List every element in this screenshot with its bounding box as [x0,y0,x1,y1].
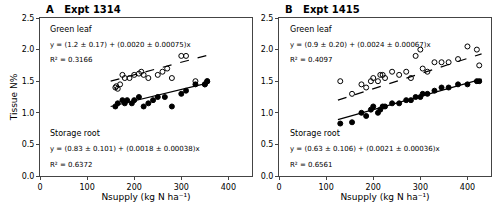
svg-text:Tissue N%: Tissue N% [9,73,19,121]
svg-text:0: 0 [276,183,281,192]
svg-text:B Expt 1415: B Expt 1415 [285,4,360,15]
svg-text:0.5: 0.5 [261,140,274,149]
svg-text:y = (0.83 ± 0.101) + (0.0018 ±: y = (0.83 ± 0.101) + (0.0018 ± 0.00038)x [50,145,200,153]
svg-text:200: 200 [127,183,142,192]
svg-text:Green leaf: Green leaf [290,25,332,34]
svg-text:2.5: 2.5 [22,14,35,23]
svg-text:1.0: 1.0 [22,109,35,118]
svg-text:0: 0 [37,183,42,192]
svg-text:300: 300 [413,183,428,192]
svg-text:100: 100 [79,183,94,192]
svg-text:0.0: 0.0 [261,172,274,181]
svg-text:Nsupply (kg N ha⁻¹): Nsupply (kg N ha⁻¹) [101,192,190,202]
svg-text:2.0: 2.0 [261,45,274,54]
svg-text:100: 100 [318,183,333,192]
svg-text:Storage root: Storage root [50,129,100,138]
svg-text:R² = 0.6561: R² = 0.6561 [290,161,332,169]
svg-text:R² = 0.6372: R² = 0.6372 [50,161,92,169]
svg-text:R² = 0.4097: R² = 0.4097 [290,56,332,64]
svg-text:2.5: 2.5 [261,14,274,23]
svg-text:400: 400 [460,183,475,192]
svg-text:A Expt 1314: A Expt 1314 [46,4,121,15]
svg-text:R² = 0.3166: R² = 0.3166 [50,56,93,64]
svg-text:0.0: 0.0 [22,172,35,181]
svg-text:2.0: 2.0 [22,45,35,54]
svg-text:400: 400 [221,183,236,192]
svg-text:1.0: 1.0 [261,109,274,118]
svg-text:Green leaf: Green leaf [50,25,92,34]
svg-text:y = (0.9 ± 0.20) + (0.0024 ± 0: y = (0.9 ± 0.20) + (0.0024 ± 0.00067)x [290,41,431,49]
svg-text:y = (1.2 ± 0.17) + (0.0020 ± 0: y = (1.2 ± 0.17) + (0.0020 ± 0.00075)x [50,41,191,49]
svg-text:200: 200 [366,183,381,192]
svg-text:300: 300 [174,183,189,192]
svg-text:0.5: 0.5 [22,140,35,149]
svg-text:y = (0.63 ± 0.106) + (0.0021 ±: y = (0.63 ± 0.106) + (0.0021 ± 0.00036)x [290,145,440,153]
svg-text:1.5: 1.5 [22,77,35,86]
svg-text:Storage root: Storage root [290,129,340,138]
svg-text:1.5: 1.5 [261,77,274,86]
svg-text:Nsupply (kg N ha⁻¹): Nsupply (kg N ha⁻¹) [340,192,429,202]
